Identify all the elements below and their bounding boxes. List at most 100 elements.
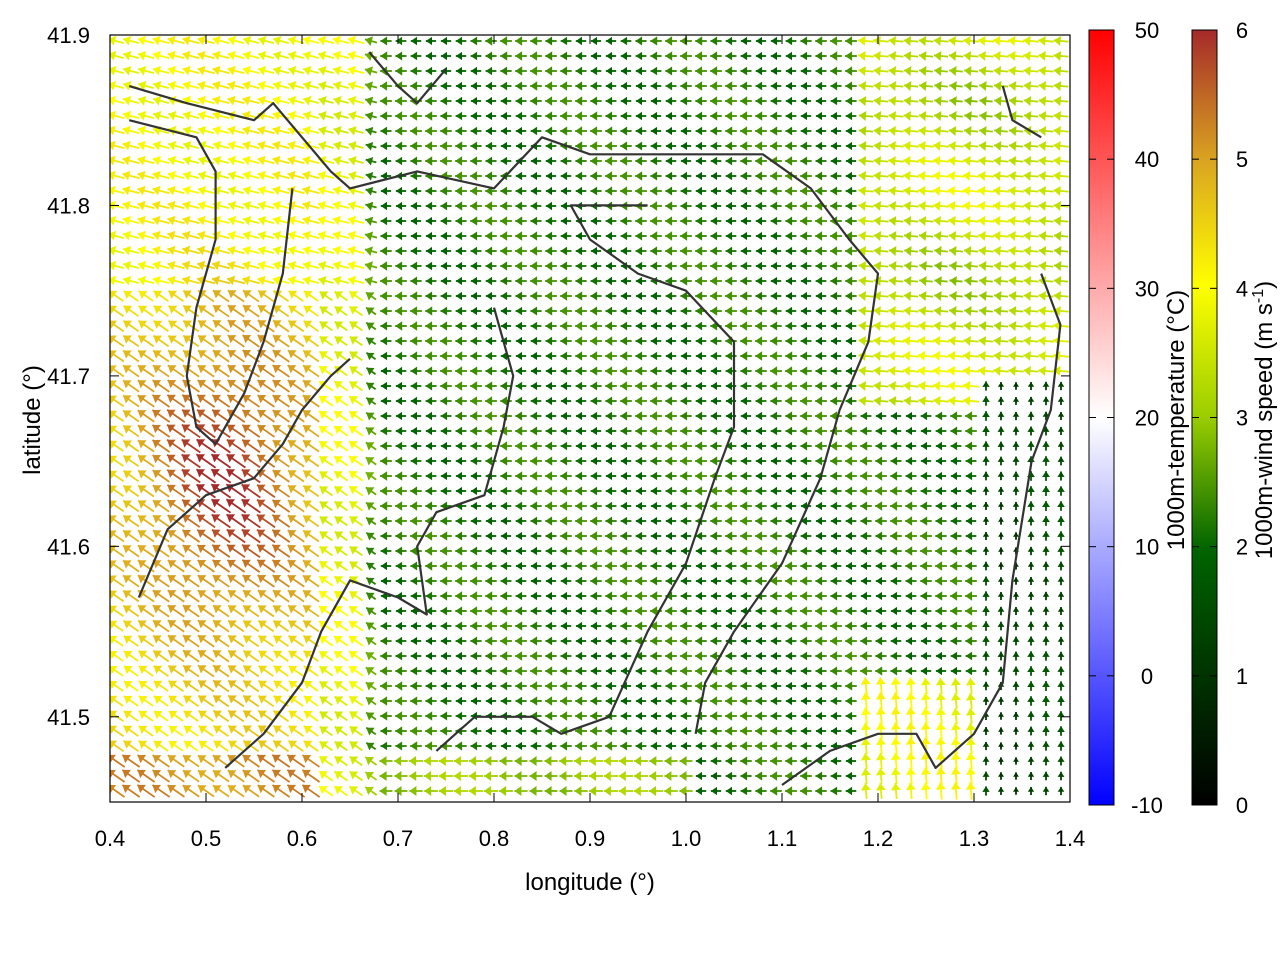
wind-arrow	[530, 96, 542, 106]
wind-arrow	[470, 126, 482, 136]
wind-label-superscript: -1	[1250, 289, 1267, 303]
wind-arrow	[947, 170, 965, 181]
wind-arrow	[755, 141, 767, 151]
wind-arrow	[395, 246, 407, 256]
wind-arrow	[873, 36, 889, 46]
wind-arrow	[962, 185, 980, 196]
wind-arrow	[152, 50, 170, 61]
wind-arrow	[560, 36, 572, 46]
wind-arrow	[470, 171, 482, 181]
wind-arrow	[197, 110, 215, 121]
wind-arrow	[979, 111, 993, 121]
wind-arrow	[830, 81, 842, 91]
wind-arrow	[605, 126, 617, 136]
wind-arrow	[257, 95, 275, 106]
wind-arrow	[560, 231, 572, 241]
wind-arrow	[873, 156, 889, 166]
wind-arrow	[770, 141, 782, 151]
wind-arrow	[665, 171, 677, 181]
wind-arrow	[978, 51, 994, 61]
wind-arrow	[410, 231, 422, 241]
wind-arrow	[650, 156, 662, 166]
wind-arrow	[470, 96, 482, 106]
x-axis-title: longitude (°)	[525, 869, 655, 896]
wind-arrow	[605, 171, 617, 181]
wind-arrow	[963, 141, 979, 151]
wind-arrow	[137, 260, 155, 271]
wind-arrow	[1008, 50, 1024, 61]
wind-arrow	[318, 81, 334, 91]
wind-arrow	[227, 95, 245, 106]
wind-arrow	[545, 36, 557, 46]
wind-arrow	[665, 186, 677, 196]
wind-arrow	[725, 186, 737, 196]
wind-arrow	[530, 186, 542, 196]
wind-arrow	[530, 216, 542, 226]
wind-arrow	[695, 156, 707, 166]
wind-arrow	[590, 96, 602, 106]
wind-arrow	[530, 36, 542, 46]
wind-arrow	[977, 185, 995, 196]
y-tick-label: 41.9	[47, 23, 90, 48]
wind-arrow	[167, 185, 185, 196]
wind-arrow	[993, 246, 1009, 256]
wind-arrow	[1053, 36, 1069, 46]
wind-arrow	[888, 51, 904, 61]
wind-arrow	[978, 231, 994, 241]
wind-arrow	[302, 140, 320, 151]
wind-arrow	[934, 96, 948, 106]
wind-arrow	[122, 125, 140, 136]
wind-arrow	[650, 51, 662, 61]
wind-arrow	[873, 66, 889, 76]
wind-arrow	[903, 155, 919, 166]
wind-arrow	[903, 36, 919, 46]
wind-arrow	[933, 36, 949, 46]
wind-arrow	[227, 65, 245, 76]
wind-arrow	[365, 142, 377, 151]
wind-arrow	[650, 141, 662, 151]
wind-arrow	[197, 125, 215, 136]
wind-arrow	[197, 230, 215, 241]
wind-arrow	[755, 126, 767, 136]
wind-arrow	[695, 81, 707, 91]
wind-arrow	[800, 36, 812, 46]
wind-arrow	[242, 185, 260, 196]
wind-arrow	[740, 186, 752, 196]
wind-arrow	[962, 170, 980, 181]
wind-arrow	[635, 231, 647, 241]
wind-arrow	[500, 36, 512, 46]
wind-arrow	[197, 215, 215, 226]
wind-arrow	[575, 66, 587, 76]
wind-arrow	[272, 95, 290, 106]
wind-arrow	[302, 170, 320, 181]
wind-arrow	[680, 201, 692, 211]
wind-arrow	[830, 246, 842, 256]
wind-arrow	[590, 186, 602, 196]
wind-arrow	[348, 95, 364, 106]
wind-arrow	[620, 111, 632, 121]
wind-arrow	[530, 171, 542, 181]
wind-arrow	[333, 155, 349, 166]
wind-arrow	[740, 111, 752, 121]
wind-arrow	[947, 200, 965, 211]
temperature-tick-label: 40	[1135, 147, 1159, 172]
wind-arrow	[605, 96, 617, 106]
wind-arrow	[500, 51, 512, 61]
wind-arrow	[1053, 186, 1069, 196]
wind-arrow	[197, 200, 215, 211]
wind-arrow	[845, 51, 857, 61]
wind-arrow	[650, 186, 662, 196]
wind-arrow	[110, 260, 125, 271]
wind-arrow	[963, 155, 979, 166]
wind-arrow	[410, 186, 422, 196]
wind-arrow	[888, 111, 904, 121]
wind-arrow	[182, 200, 200, 211]
wind-arrow	[485, 51, 497, 61]
wind-arrow	[272, 170, 290, 181]
wind-arrow	[122, 35, 140, 46]
wind-arrow	[395, 111, 407, 121]
wind-arrow	[287, 50, 305, 61]
wind-arrow	[153, 110, 169, 121]
wind-arrow	[933, 200, 949, 211]
wind-arrow	[560, 186, 572, 196]
